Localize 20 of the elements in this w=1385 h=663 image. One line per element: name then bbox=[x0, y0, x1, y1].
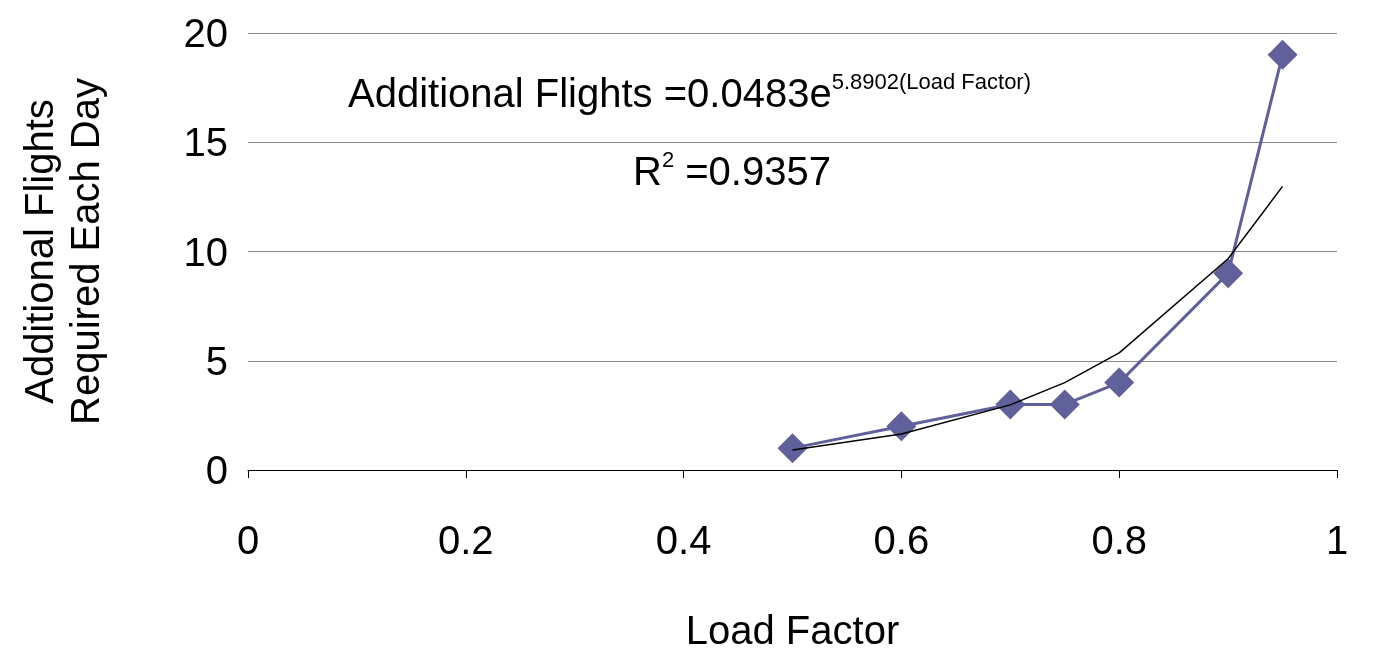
point bbox=[886, 411, 917, 442]
x-tick-label: 1 bbox=[1325, 518, 1349, 562]
y-tick-label: 15 bbox=[183, 120, 228, 165]
point bbox=[777, 433, 808, 464]
x-tick-label: 0.6 bbox=[873, 518, 930, 562]
point bbox=[995, 389, 1026, 420]
y-tick-label: 20 bbox=[183, 11, 228, 55]
x-axis-title: Load Factor bbox=[685, 608, 900, 652]
x-tick-label: 0.4 bbox=[655, 518, 712, 562]
x-tick-label: 0 bbox=[236, 518, 260, 562]
y-axis-title: Additional Flights Required Each Day bbox=[17, 78, 107, 425]
x-tick-label: 0.2 bbox=[438, 518, 494, 562]
point bbox=[1267, 39, 1298, 70]
y-tick-label: 5 bbox=[205, 338, 228, 383]
y-tick-label: 10 bbox=[183, 229, 228, 274]
y-tick-label: 0 bbox=[205, 448, 228, 492]
point bbox=[1104, 367, 1135, 398]
point bbox=[1049, 389, 1080, 420]
point bbox=[1213, 258, 1244, 289]
x-tick-label: 0.8 bbox=[1091, 518, 1147, 562]
